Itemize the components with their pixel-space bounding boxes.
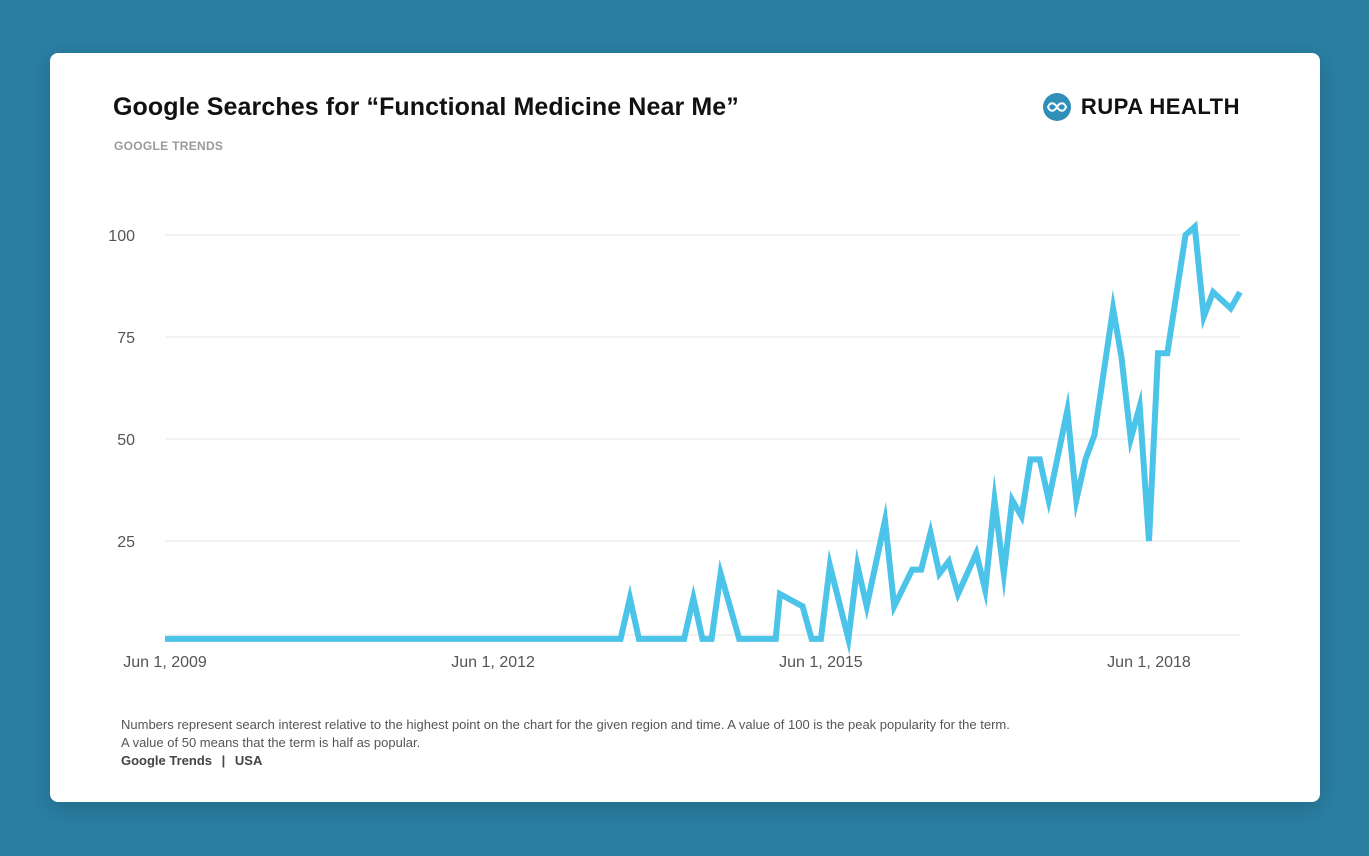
footer-source: Google Trends | USA	[121, 752, 1010, 770]
footer-note-line-2: A value of 50 means that the term is hal…	[121, 735, 421, 750]
footer-note-line-1: Numbers represent search interest relati…	[121, 717, 1010, 732]
y-tick-label-25: 25	[117, 534, 135, 551]
y-tick-label-100: 100	[108, 228, 135, 245]
y-tick-label-75: 75	[117, 330, 135, 347]
x-tick-label-1: Jun 1, 2012	[451, 654, 535, 671]
chart-card: Google Searches for “Functional Medicine…	[50, 53, 1320, 802]
footer-source-name: Google Trends	[121, 753, 213, 768]
series-line-0	[165, 220, 1243, 656]
chart-subtitle: GOOGLE TRENDS	[114, 139, 224, 153]
brand-name: RUPA HEALTH	[1080, 94, 1240, 119]
chart-title: Google Searches for “Functional Medicine…	[113, 93, 739, 121]
x-tick-label-3: Jun 1, 2018	[1107, 654, 1191, 671]
line-chart: 100 75 50 25 Jun 1, 2009 Jun 1, 2012 Jun 1, 20…	[108, 220, 1243, 671]
brand: RUPA HEALTH	[1042, 93, 1240, 121]
footer-region: USA	[234, 753, 263, 768]
y-tick-label-50: 50	[117, 432, 135, 449]
x-tick-label-0: Jun 1, 2009	[123, 654, 207, 671]
chart-footer: Numbers represent search interest relati…	[121, 716, 1010, 770]
footer-separator: |	[221, 753, 226, 768]
infinity-circle-icon	[1042, 93, 1071, 121]
x-tick-label-2: Jun 1, 2015	[779, 654, 863, 671]
